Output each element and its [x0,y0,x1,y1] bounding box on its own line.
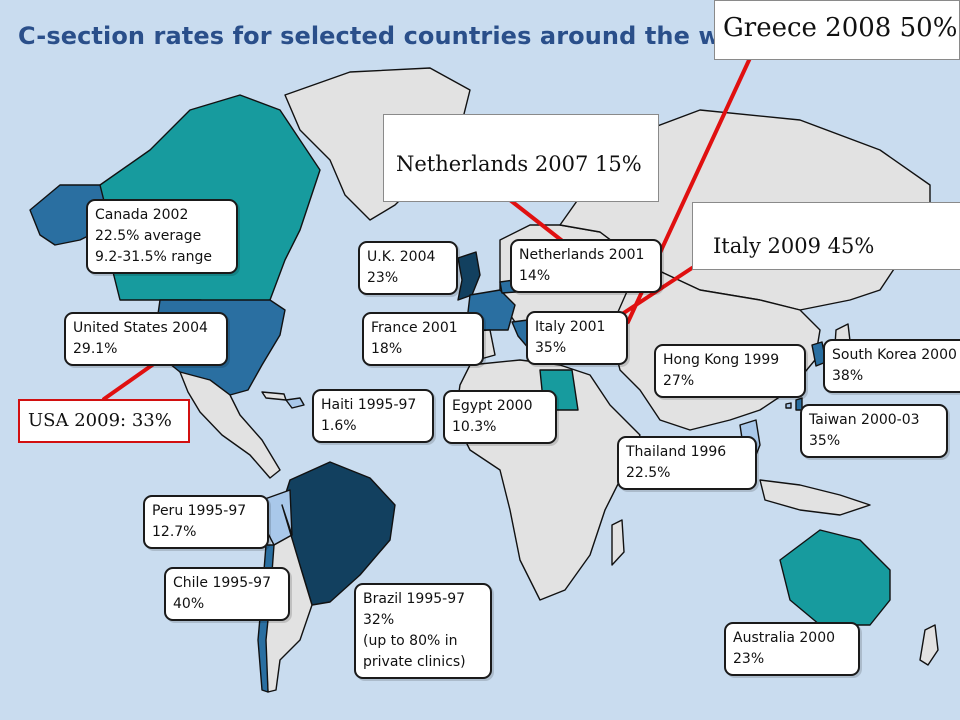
callout-line: 23% [367,270,399,286]
france-callout: France 2001 18% [362,312,484,366]
callout-line: U.K. 2004 [367,249,436,265]
callout-line: 23% [733,651,765,667]
canada-callout: Canada 2002 22.5% average 9.2-31.5% rang… [86,199,238,274]
netherlands-callout: Netherlands 2001 14% [510,239,662,293]
usa-note: USA 2009: 33% [18,399,190,443]
australia-callout: Australia 2000 23% [724,622,860,676]
page-title: C-section rates for selected countries a… [18,22,775,50]
haiti-callout: Haiti 1995-97 1.6% [312,389,434,443]
chile-callout: Chile 1995-97 40% [164,567,290,621]
callout-line: 1.6% [321,418,357,434]
callout-line: (up to 80% in [363,633,458,649]
callout-line: France 2001 [371,320,458,336]
callout-line: 14% [519,268,551,284]
brazil-callout: Brazil 1995-97 32% (up to 80% in private… [354,583,492,679]
callout-line: 12.7% [152,524,197,540]
peru-callout: Peru 1995-97 12.7% [143,495,269,549]
callout-line: 29.1% [73,341,118,357]
hongkong-shape [785,402,792,409]
hongkong-callout: Hong Kong 1999 27% [654,344,806,398]
callout-line: private clinics) [363,654,466,670]
callout-line: 22.5% average [95,228,202,244]
australia-shape [779,529,891,626]
uk-callout: U.K. 2004 23% [358,241,458,295]
callout-line: 32% [363,612,395,628]
egypt-callout: Egypt 2000 10.3% [443,390,557,444]
callout-line: Italy 2001 [535,319,606,335]
callout-line: 35% [535,340,567,356]
mexico-shape [179,371,281,479]
callout-line: Canada 2002 [95,207,189,223]
callout-line: 38% [832,368,864,384]
taiwan-callout: Taiwan 2000-03 35% [800,404,948,458]
southkorea-callout: South Korea 2000 38% [823,339,960,393]
callout-line: United States 2004 [73,320,208,336]
uk-shape [457,251,481,301]
callout-line: Haiti 1995-97 [321,397,417,413]
callout-line: South Korea 2000 [832,347,957,363]
callout-line: Thailand 1996 [626,444,727,460]
callout-line: Australia 2000 [733,630,836,646]
callout-line: Egypt 2000 [452,398,533,414]
new-zealand-shape [919,624,939,666]
callout-line: 40% [173,596,205,612]
madagascar-shape [611,519,625,566]
callout-line: Chile 1995-97 [173,575,271,591]
greece-note: Greece 2008 50% [714,0,960,60]
caribbean-shape [261,391,287,401]
callout-line: Netherlands 2001 [519,247,645,263]
thailand-callout: Thailand 1996 22.5% [617,436,757,490]
usa-callout: United States 2004 29.1% [64,312,228,366]
callout-line: 10.3% [452,419,497,435]
callout-line: Hong Kong 1999 [663,352,780,368]
netherlands-pointer [508,198,567,245]
haiti-shape [285,397,305,409]
italy-callout: Italy 2001 35% [526,311,628,365]
callout-line: 35% [809,433,841,449]
callout-line: 18% [371,341,403,357]
italy-note: Italy 2009 45% [692,202,960,270]
callout-line: Brazil 1995-97 [363,591,466,607]
indonesia-shape [759,479,871,516]
callout-line: 22.5% [626,465,671,481]
callout-line: Taiwan 2000-03 [809,412,920,428]
netherlands-note: Netherlands 2007 15% [383,114,659,202]
callout-line: 27% [663,373,695,389]
callout-line: Peru 1995-97 [152,503,247,519]
callout-line: 9.2-31.5% range [95,249,212,265]
